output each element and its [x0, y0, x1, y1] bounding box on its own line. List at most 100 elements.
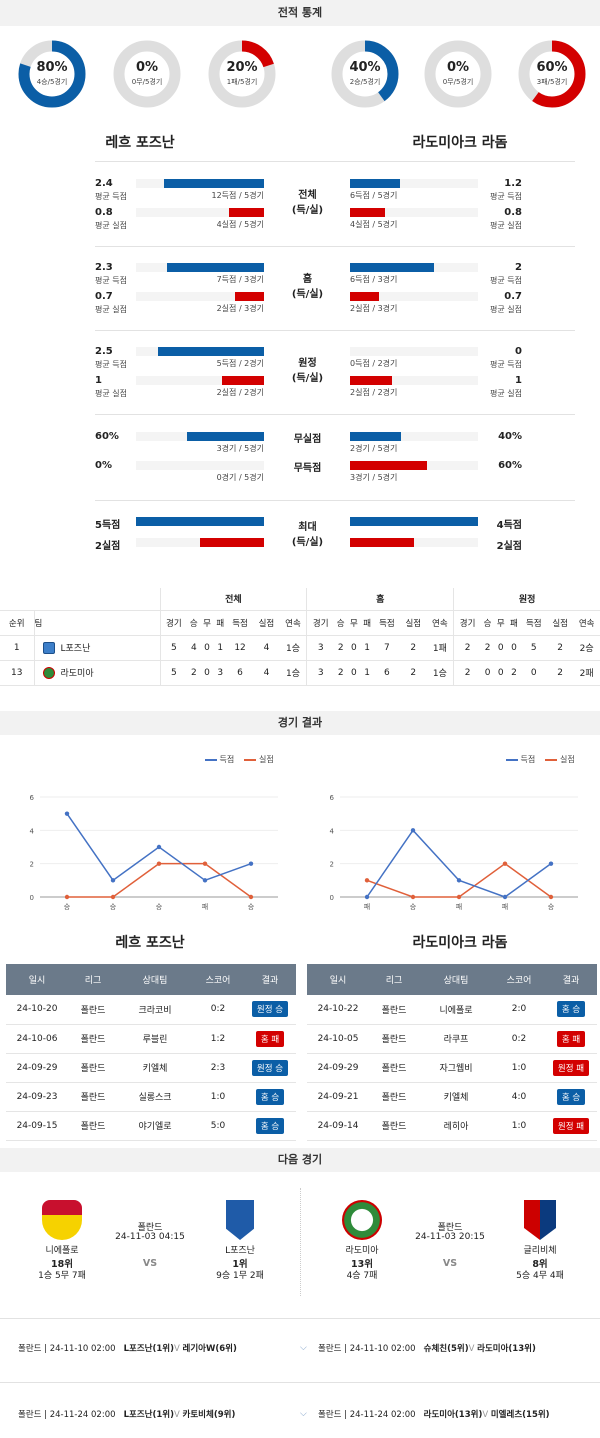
home-percent: 0% — [95, 460, 112, 471]
stat-category-label: 최대 — [298, 522, 317, 533]
group-all: 전체 — [160, 588, 308, 611]
next-section-header: 다음 경기 — [0, 1148, 600, 1172]
table-cell: 라도미아 — [34, 660, 161, 686]
table-row[interactable]: 24-10-06 폴란드 루블린 1:2 홈 패 — [6, 1024, 296, 1054]
bar-track — [350, 432, 478, 441]
schedule-item[interactable]: 폴란드 | 24-11-24 02:00 L포즈난(1위)V 카토비체(9위) — [18, 1408, 288, 1420]
table-cell: 2승 — [573, 635, 600, 661]
schedule-item[interactable]: 폴란드 | 24-11-10 02:00 슈체친(5위)V 라도미아(13위) — [318, 1342, 598, 1354]
away-results-title: 라도미아크 라돔 — [412, 935, 508, 951]
team-name[interactable]: L포즈난 — [60, 643, 91, 654]
table-row[interactable]: 24-09-14 폴란드 레히아 1:0 원정 패 — [307, 1111, 597, 1141]
legend-scored-label: 득점 — [219, 755, 235, 764]
y-tick-label: 4 — [30, 827, 35, 835]
divider — [95, 161, 575, 162]
schedule-item[interactable]: 폴란드 | 24-11-24 02:00 라도미아(13위)V 미엘레츠(15위… — [318, 1408, 598, 1420]
table-row[interactable]: 24-09-23 폴란드 실롱스크 1:0 홈 승 — [6, 1082, 296, 1112]
donut-chart: 0% 0무/5경기 — [113, 40, 181, 108]
result-badge: 홈 패 — [556, 1030, 586, 1047]
y-tick-label: 6 — [30, 794, 35, 802]
table-row[interactable]: 24-09-15 폴란드 야기엘로 5:0 홈 승 — [6, 1111, 296, 1141]
schedule-team: 카토비체(9위) — [182, 1410, 236, 1420]
team-record: 9승 1무 2패 — [216, 1271, 264, 1281]
donut-fill — [18, 40, 86, 108]
table-cell: 5 — [160, 660, 188, 686]
result-cell: 홈 승 — [244, 1111, 296, 1141]
donut-percent: 40% — [349, 60, 381, 75]
table-row[interactable]: 24-09-29 폴란드 자그웹비 1:0 원정 패 — [307, 1053, 597, 1083]
table-cell: 4 — [187, 635, 201, 661]
table-cell: 24-09-14 — [307, 1111, 369, 1141]
table-row[interactable]: 24-10-22 폴란드 니에폴로 2:0 홈 승 — [307, 995, 597, 1025]
team-name[interactable]: 글리비체 — [523, 1246, 557, 1256]
team-record: 4승 7패 — [346, 1271, 378, 1281]
schedule-item[interactable]: 폴란드 | 24-11-10 02:00 L포즈난(1위)V 레기아W(6위) — [18, 1342, 288, 1354]
stat-category: 홈 (득/실) — [270, 272, 345, 302]
result-badge: 원정 승 — [251, 1001, 289, 1018]
home-bar — [187, 432, 264, 441]
away-bar — [350, 376, 392, 385]
column-header: 상대팀 — [419, 964, 493, 995]
away-record: 2실점 / 3경기 — [350, 304, 398, 313]
column-header: 무 — [494, 610, 508, 636]
result-cell: 홈 패 — [244, 1024, 296, 1054]
home-avg-value: 2.5 — [95, 346, 113, 357]
column-header: 상대팀 — [118, 964, 192, 995]
table-row[interactable]: 24-09-29 폴란드 키엘체 2:3 원정 승 — [6, 1053, 296, 1083]
donut-percent: 0% — [446, 60, 470, 75]
y-tick-label: 4 — [330, 827, 335, 835]
team-name[interactable]: 라도미아 — [345, 1246, 379, 1256]
stat-category-label: 무득점 — [293, 463, 322, 474]
table-cell: 폴란드 — [68, 1111, 118, 1141]
away-bar — [350, 179, 400, 188]
table-row: 13 라도미아 5 2 0 3 6 4 1승 3 2 0 1 6 2 1승 2 0 0 2 0 2 2패 — [0, 660, 600, 686]
donut-subtitle: 2승/5경기 — [349, 78, 381, 86]
column-header: 팀 — [34, 610, 161, 636]
donut-track — [424, 40, 492, 108]
table-cell: 라쿠프 — [419, 1024, 493, 1054]
table-cell: 0 — [494, 635, 508, 661]
x-tick-label: 승 — [156, 903, 163, 911]
data-point — [456, 878, 462, 883]
donut-ring — [18, 40, 86, 108]
table-cell: 2 — [334, 635, 348, 661]
team-name[interactable]: L포즈난 — [225, 1246, 255, 1256]
lech-crest-icon — [226, 1200, 254, 1240]
y-tick-label: 0 — [30, 894, 34, 902]
away-record: 0득점 / 2경기 — [350, 359, 398, 368]
stats-section-header: 전적 통계 — [0, 0, 600, 26]
table-cell: 2:0 — [493, 995, 545, 1025]
table-row[interactable]: 24-10-05 폴란드 라쿠프 0:2 홈 패 — [307, 1024, 597, 1054]
stat-category-sub: (득/실) — [291, 205, 324, 216]
piast-crest-icon — [524, 1200, 556, 1240]
team-name[interactable]: 니에폴로 — [45, 1246, 79, 1256]
away-avg-value: 2 — [515, 262, 522, 273]
schedule-team: 미엘레츠(15위) — [490, 1410, 550, 1420]
team-name[interactable]: 라도미아 — [60, 668, 94, 679]
column-header: 패 — [507, 610, 521, 636]
table-cell: 3 — [213, 660, 227, 686]
table-row[interactable]: 24-10-20 폴란드 크라코비 0:2 원정 승 — [6, 995, 296, 1025]
table-row[interactable]: 24-09-21 폴란드 키엘체 4:0 홈 승 — [307, 1082, 597, 1112]
column-header: 결과 — [545, 964, 597, 995]
away-avg-label: 평균 득점 — [490, 360, 522, 369]
team-rank: 18위 — [51, 1259, 73, 1270]
schedule-team: L포즈난(1위) — [123, 1344, 175, 1354]
table-cell: 24-09-21 — [307, 1082, 369, 1112]
table-cell: 실롱스크 — [118, 1082, 192, 1112]
away-record: 4실점 / 5경기 — [350, 220, 398, 229]
table-cell: 폴란드 — [369, 995, 419, 1025]
chevron-down-icon[interactable]: ⌵ — [300, 1409, 307, 1419]
table-cell: 0 — [480, 660, 495, 686]
bar-track — [136, 376, 264, 385]
table-cell: 3 — [306, 660, 335, 686]
match-league: 폴란드 — [437, 1223, 463, 1233]
result-badge: 홈 패 — [255, 1030, 285, 1047]
table-cell: 2 — [453, 635, 481, 661]
home-results-title: 레흐 포즈난 — [115, 935, 185, 951]
table-cell: 0 — [200, 635, 214, 661]
donut-percent: 60% — [536, 60, 568, 75]
chevron-down-icon[interactable]: ⌵ — [300, 1343, 307, 1353]
table-cell: 24-10-22 — [307, 995, 369, 1025]
donut-subtitle: 4승/5경기 — [36, 78, 68, 86]
